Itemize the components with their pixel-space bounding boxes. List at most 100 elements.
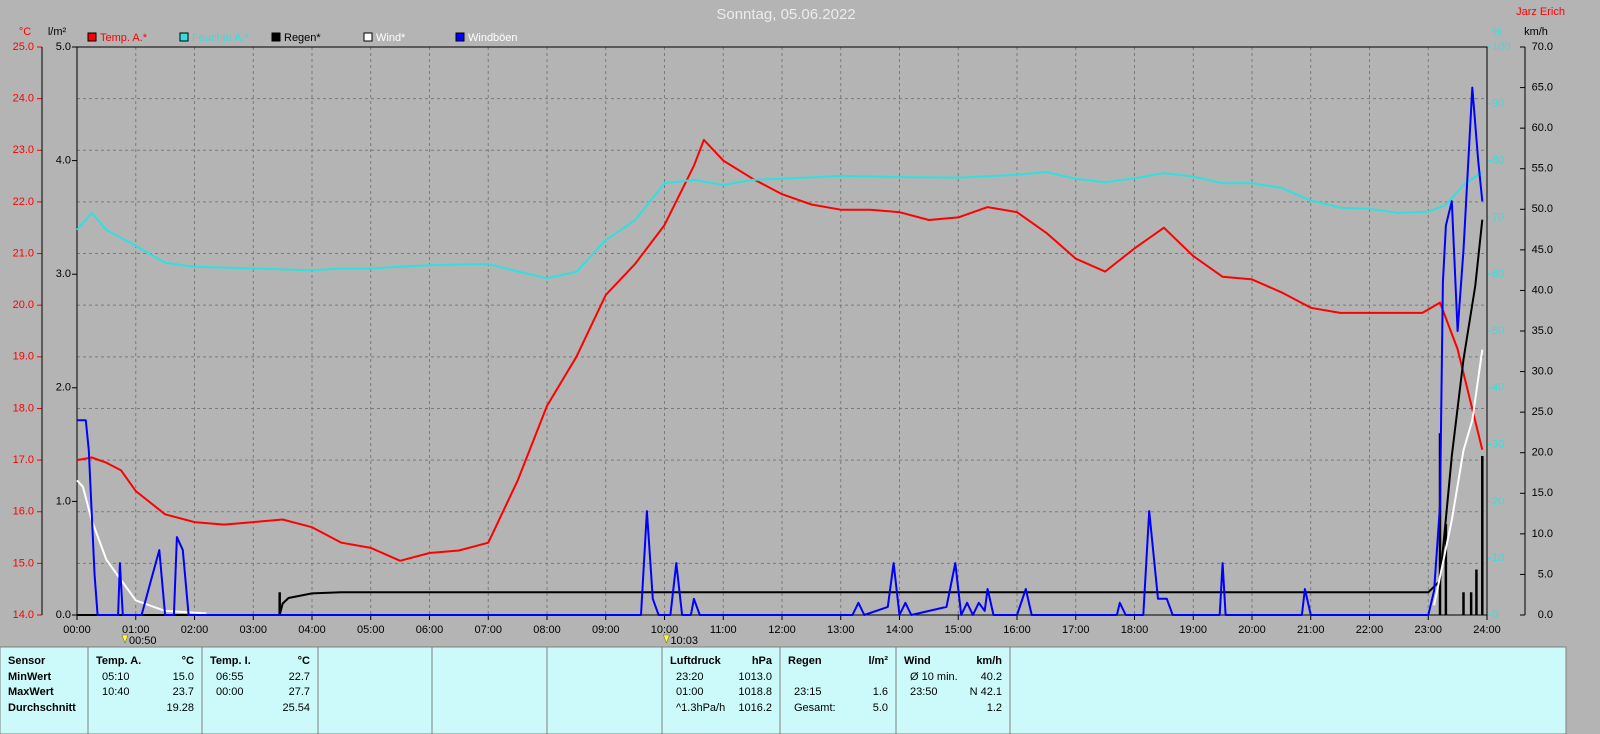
x-tick-label: 20:00	[1238, 624, 1266, 636]
table-cell: 25.54	[282, 702, 310, 714]
y-tick-label: 24.0	[13, 93, 34, 105]
table-cell: 05:10	[102, 671, 130, 683]
x-tick-label: 05:00	[357, 624, 385, 636]
table-cell: Durchschnitt	[8, 702, 76, 714]
table-header: Sensor	[8, 655, 46, 667]
table-header: Regen	[788, 655, 822, 667]
legend-swatch	[271, 32, 281, 42]
table-header: Temp. A.	[96, 655, 141, 667]
y-tick-label: 60	[1492, 268, 1504, 280]
y-tick-label: 15.0	[13, 557, 34, 569]
y-tick-label: 50	[1492, 325, 1504, 337]
y-tick-label: 80	[1492, 155, 1504, 167]
table-cell: 1018.8	[738, 686, 772, 698]
table-cell: Gesamt:	[794, 702, 836, 714]
x-tick-label: 17:00	[1062, 624, 1090, 636]
y-tick-label: 19.0	[13, 351, 34, 363]
axis-unit: l/m²	[48, 26, 67, 38]
x-tick-label: 21:00	[1297, 624, 1325, 636]
y-tick-label: 70	[1492, 211, 1504, 223]
table-header: km/h	[976, 655, 1002, 667]
y-tick-label: 90	[1492, 98, 1504, 110]
x-tick-label: 03:00	[239, 624, 267, 636]
table-cell: 00:00	[216, 686, 244, 698]
y-tick-label: 18.0	[13, 402, 34, 414]
y-tick-label: 20.0	[13, 299, 34, 311]
x-tick-label: 08:00	[533, 624, 561, 636]
y-tick-label: 20.0	[1532, 447, 1553, 459]
x-tick-label: 16:00	[1003, 624, 1031, 636]
y-tick-label: 21.0	[13, 247, 34, 259]
y-tick-label: 4.0	[56, 155, 71, 167]
y-tick-label: 14.0	[13, 609, 34, 621]
legend-label: Wind*	[376, 32, 406, 44]
y-tick-label: 25.0	[1532, 406, 1553, 418]
legend-swatch	[363, 32, 373, 42]
y-tick-label: 40	[1492, 382, 1504, 394]
y-tick-label: 3.0	[56, 268, 71, 280]
y-tick-label: 22.0	[13, 196, 34, 208]
legend-swatch	[455, 32, 465, 42]
series-line	[76, 138, 1484, 562]
x-tick-label: 22:00	[1356, 624, 1384, 636]
table-background	[0, 646, 1567, 734]
table-header: Wind	[904, 655, 931, 667]
x-tick-label: 13:00	[827, 624, 855, 636]
y-tick-label: 23.0	[13, 144, 34, 156]
table-header: l/m²	[868, 655, 888, 667]
y-tick-label: 55.0	[1532, 163, 1553, 175]
table-cell: 5.0	[873, 702, 888, 714]
y-tick-label: 40.0	[1532, 284, 1553, 296]
annotation-label: 10:03	[670, 635, 698, 647]
table-cell: 19.28	[166, 702, 194, 714]
table-cell: 15.0	[173, 671, 194, 683]
x-tick-label: 09:00	[592, 624, 620, 636]
table-cell: 1016.2	[738, 702, 772, 714]
legend-label: Regen*	[284, 32, 321, 44]
author: Jarz Erich	[1516, 6, 1565, 18]
table-cell: 23:50	[910, 686, 938, 698]
y-tick-label: 100	[1492, 41, 1510, 53]
x-tick-label: 15:00	[944, 624, 972, 636]
y-tick-label: 2.0	[56, 382, 71, 394]
x-tick-label: 07:00	[474, 624, 502, 636]
x-tick-label: 06:00	[416, 624, 444, 636]
series-line	[77, 86, 1484, 616]
chart-title: Sonntag, 05.06.2022	[716, 6, 855, 23]
table-cell: 22.7	[289, 671, 310, 683]
y-tick-label: 5.0	[1538, 568, 1553, 580]
y-tick-label: 30.0	[1532, 365, 1553, 377]
x-tick-label: 12:00	[768, 624, 796, 636]
table-cell: 01:00	[676, 686, 704, 698]
x-tick-label: 10:00	[651, 624, 679, 636]
x-tick-label: 23:00	[1414, 624, 1442, 636]
table-header: hPa	[752, 655, 773, 667]
table-header: Luftdruck	[670, 655, 722, 667]
y-tick-label: 1.0	[56, 495, 71, 507]
y-tick-label: 50.0	[1532, 203, 1553, 215]
table-cell: 23:15	[794, 686, 822, 698]
table-header: °C	[298, 655, 310, 667]
x-tick-label: 01:00	[122, 624, 150, 636]
annotation-marker	[121, 634, 129, 644]
legend-label: Windböen	[468, 32, 518, 44]
y-tick-label: 0	[1492, 609, 1498, 621]
y-tick-label: 25.0	[13, 41, 34, 53]
annotation-marker	[663, 634, 670, 644]
table-cell: 27.7	[289, 686, 310, 698]
table-cell: 1.2	[987, 702, 1002, 714]
x-tick-label: 00:00	[63, 624, 91, 636]
table-cell: N 42.1	[970, 686, 1002, 698]
table-header: Temp. I.	[210, 655, 251, 667]
legend-swatch	[87, 32, 97, 42]
y-tick-label: 15.0	[1532, 487, 1553, 499]
x-tick-label: 14:00	[886, 624, 914, 636]
table-dividers	[87, 647, 1011, 734]
table-cell: ^1.3hPa/h	[676, 702, 725, 714]
y-tick-label: 45.0	[1532, 244, 1553, 256]
y-tick-label: 65.0	[1532, 81, 1553, 93]
legend-swatch	[179, 32, 189, 42]
y-tick-label: 35.0	[1532, 325, 1553, 337]
